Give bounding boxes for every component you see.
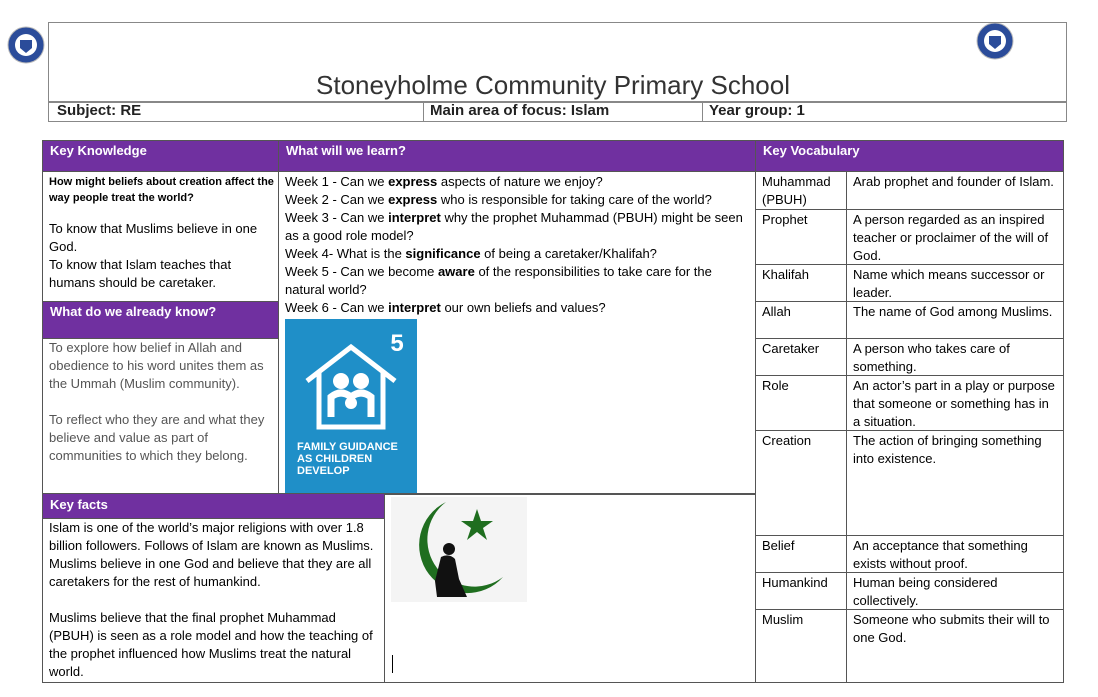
- vocab-definition: Name which means successor or leader.: [853, 267, 1045, 300]
- vocab-definition: The action of bringing something into ex…: [853, 433, 1042, 466]
- section-heading: What will we learn?: [278, 140, 756, 172]
- focus: Main area of focus: Islam: [430, 102, 610, 119]
- sdg-label: FAMILY GUIDANCE AS CHILDREN DEVELOP: [297, 441, 398, 477]
- vocab-definition: Arab prophet and founder of Islam.: [853, 174, 1054, 189]
- vocab-term: Khalifah: [762, 267, 809, 282]
- sdg-icon: 5 FAMILY GUIDANCE AS CHILDREN DEVELOP: [285, 319, 417, 493]
- week-text: our own beliefs and values?: [440, 300, 606, 315]
- school-logo: [976, 22, 1014, 60]
- vocab-term: Humankind: [762, 575, 828, 590]
- crescent-image: [391, 497, 527, 602]
- facts-text: Islam is one of the world’s major religi…: [49, 519, 379, 681]
- paragraph: Islam is one of the world’s major religi…: [49, 520, 374, 589]
- year-group: Year group: 1: [709, 102, 805, 119]
- week-text: Week 4- What is the: [285, 246, 406, 261]
- knowledge-point: To know that Muslims believe in one God.: [49, 221, 258, 254]
- week-item: Week 5 - Can we become aware of the resp…: [285, 263, 745, 299]
- paragraph: Muslims believe that the final prophet M…: [49, 610, 373, 679]
- week-text: Week 1 - Can we: [285, 174, 389, 189]
- vocab-term: Muslim: [762, 612, 804, 627]
- paragraph: To reflect who they are and what they be…: [49, 412, 265, 463]
- week-text: why the prophet Muhammad (PBUH) might be…: [285, 210, 743, 243]
- vocab-definition: Someone who submits their will to one Go…: [853, 612, 1050, 645]
- subject-cell: [423, 101, 703, 122]
- key-verb: interpret: [388, 210, 441, 225]
- vocab-term: Allah: [762, 304, 791, 319]
- sdg-number: 5: [390, 330, 403, 357]
- vocab-term: Role: [762, 378, 789, 393]
- vocab-definition: An acceptance that something exists with…: [853, 538, 1028, 571]
- week-text: aspects of nature we enjoy?: [437, 174, 603, 189]
- week-text: Week 6 - Can we: [285, 300, 389, 315]
- vocab-term: Caretaker: [762, 341, 820, 356]
- key-verb: interpret: [388, 300, 441, 315]
- vocab-term: Prophet: [762, 212, 808, 227]
- subject: Subject: RE: [57, 102, 142, 119]
- week-text: Week 3 - Can we: [285, 210, 389, 225]
- week-item: Week 1 - Can we express aspects of natur…: [285, 173, 745, 191]
- knowledge-points: To know that Muslims believe in one God.…: [49, 220, 275, 292]
- week-text: Week 5 - Can we become: [285, 264, 438, 279]
- vocab-cell: [846, 609, 1064, 683]
- key-verb: aware: [437, 264, 475, 279]
- week-text: who is responsible for taking care of th…: [437, 192, 712, 207]
- week-text: Week 2 - Can we: [285, 192, 389, 207]
- week-item: Week 3 - Can we interpret why the prophe…: [285, 209, 745, 245]
- key-verb: significance: [405, 246, 481, 261]
- already-know-text: To explore how belief in Allah and obedi…: [49, 339, 271, 465]
- vocab-term: Creation: [762, 433, 812, 448]
- school-title: Stoneyholme Community Primary School: [316, 70, 790, 100]
- vocab-definition: An actor’s part in a play or purpose tha…: [853, 378, 1055, 429]
- vocab-term: Belief: [762, 538, 795, 553]
- week-item: Week 4- What is the significance of bein…: [285, 245, 745, 263]
- key-question: How might beliefs about creation affect …: [49, 176, 274, 204]
- week-text: of being a caretaker/Khalifah?: [480, 246, 657, 261]
- key-verb: express: [388, 174, 438, 189]
- vocab-definition: Human being considered collectively.: [853, 575, 998, 608]
- vocab-term: Muhammad (PBUH): [762, 174, 831, 207]
- section-heading: Key Knowledge: [42, 140, 279, 172]
- section-heading: What do we already know?: [42, 301, 279, 339]
- week-item: Week 2 - Can we express who is responsib…: [285, 191, 745, 209]
- school-logo: [7, 26, 45, 64]
- key-verb: express: [388, 192, 438, 207]
- paragraph: To explore how belief in Allah and obedi…: [49, 340, 264, 391]
- header-box: [48, 22, 1067, 103]
- knowledge-point: To know that Islam teaches that humans s…: [49, 257, 232, 290]
- vocab-definition: A person who takes care of something.: [853, 341, 1010, 374]
- week-text: of the responsibilities to take care for…: [285, 264, 712, 297]
- week-item: Week 6 - Can we interpret our own belief…: [285, 299, 745, 317]
- week-list: Week 1 - Can we express aspects of natur…: [285, 173, 745, 317]
- section-heading: Key Vocabulary: [755, 140, 1064, 172]
- vocab-definition: A person regarded as an inspired teacher…: [853, 212, 1049, 263]
- vocab-definition: The name of God among Muslims.: [853, 304, 1053, 319]
- section-heading: Key facts: [42, 493, 385, 519]
- text-cursor: [392, 655, 393, 673]
